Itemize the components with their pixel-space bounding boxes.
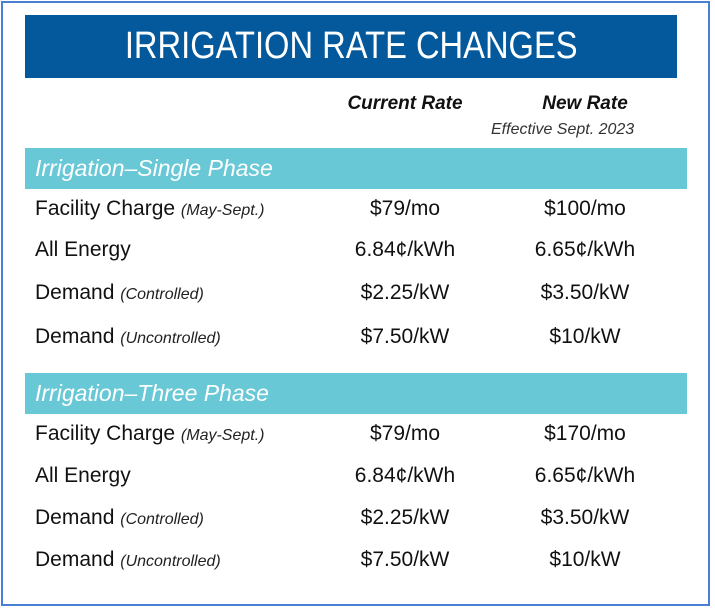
column-header-current: Current Rate xyxy=(347,93,463,114)
row-note: (May-Sept.) xyxy=(180,202,265,219)
new-rate: $3.50/kW xyxy=(540,281,630,304)
row-label: Facility Charge xyxy=(35,197,176,220)
new-rate: 6.65¢/kWh xyxy=(534,464,636,487)
row-label: Demand xyxy=(35,548,115,571)
row-label-cell: All Energy xyxy=(35,238,131,262)
column-header-new: New Rate xyxy=(542,93,628,114)
row-label-cell: All Energy xyxy=(35,464,131,488)
row-label: Facility Charge xyxy=(35,422,176,445)
row-label: All Energy xyxy=(35,464,131,487)
row-label-cell: Demand (Uncontrolled) xyxy=(35,325,221,349)
section-header: Irrigation–Single Phase xyxy=(25,148,687,189)
table-row: Demand (Uncontrolled) $7.50/kW $10/kW xyxy=(0,325,715,357)
row-label: Demand xyxy=(35,325,115,348)
table-row: Demand (Controlled) $2.25/kW $3.50/kW xyxy=(0,506,715,538)
row-label-cell: Facility Charge (May-Sept.) xyxy=(35,422,264,446)
new-rate: 6.65¢/kWh xyxy=(534,238,636,261)
column-subheader-effective: Effective Sept. 2023 xyxy=(491,121,635,138)
row-note: (Uncontrolled) xyxy=(120,553,221,570)
current-rate: $7.50/kW xyxy=(360,548,450,571)
current-rate: 6.84¢/kWh xyxy=(354,238,456,261)
row-note: (Uncontrolled) xyxy=(120,330,221,347)
row-label: All Energy xyxy=(35,238,131,261)
section-header: Irrigation–Three Phase xyxy=(25,373,687,414)
current-rate: $7.50/kW xyxy=(360,325,450,348)
row-note: (Controlled) xyxy=(120,286,204,303)
current-rate: $79/mo xyxy=(369,422,441,445)
new-rate: $10/kW xyxy=(549,325,621,348)
new-rate: $10/kW xyxy=(549,548,621,571)
row-note: (May-Sept.) xyxy=(180,427,265,444)
row-label-cell: Demand (Controlled) xyxy=(35,281,204,305)
table-row: Demand (Controlled) $2.25/kW $3.50/kW xyxy=(0,281,715,313)
current-rate: 6.84¢/kWh xyxy=(354,464,456,487)
new-rate: $100/mo xyxy=(544,197,626,220)
title-text: IRRIGATION RATE CHANGES xyxy=(124,25,578,67)
table-row: All Energy 6.84¢/kWh 6.65¢/kWh xyxy=(0,464,715,496)
page-title: IRRIGATION RATE CHANGES xyxy=(25,15,677,78)
row-label: Demand xyxy=(35,506,115,529)
table-row: Facility Charge (May-Sept.) $79/mo $100/… xyxy=(0,197,715,229)
row-label-cell: Demand (Controlled) xyxy=(35,506,204,530)
current-rate: $2.25/kW xyxy=(360,506,450,529)
table-row: Facility Charge (May-Sept.) $79/mo $170/… xyxy=(0,422,715,454)
row-label: Demand xyxy=(35,281,115,304)
row-note: (Controlled) xyxy=(120,511,204,528)
current-rate: $2.25/kW xyxy=(360,281,450,304)
new-rate: $3.50/kW xyxy=(540,506,630,529)
table-row: All Energy 6.84¢/kWh 6.65¢/kWh xyxy=(0,238,715,270)
row-label-cell: Facility Charge (May-Sept.) xyxy=(35,197,264,221)
row-label-cell: Demand (Uncontrolled) xyxy=(35,548,221,572)
current-rate: $79/mo xyxy=(369,197,441,220)
table-row: Demand (Uncontrolled) $7.50/kW $10/kW xyxy=(0,548,715,580)
new-rate: $170/mo xyxy=(544,422,626,445)
